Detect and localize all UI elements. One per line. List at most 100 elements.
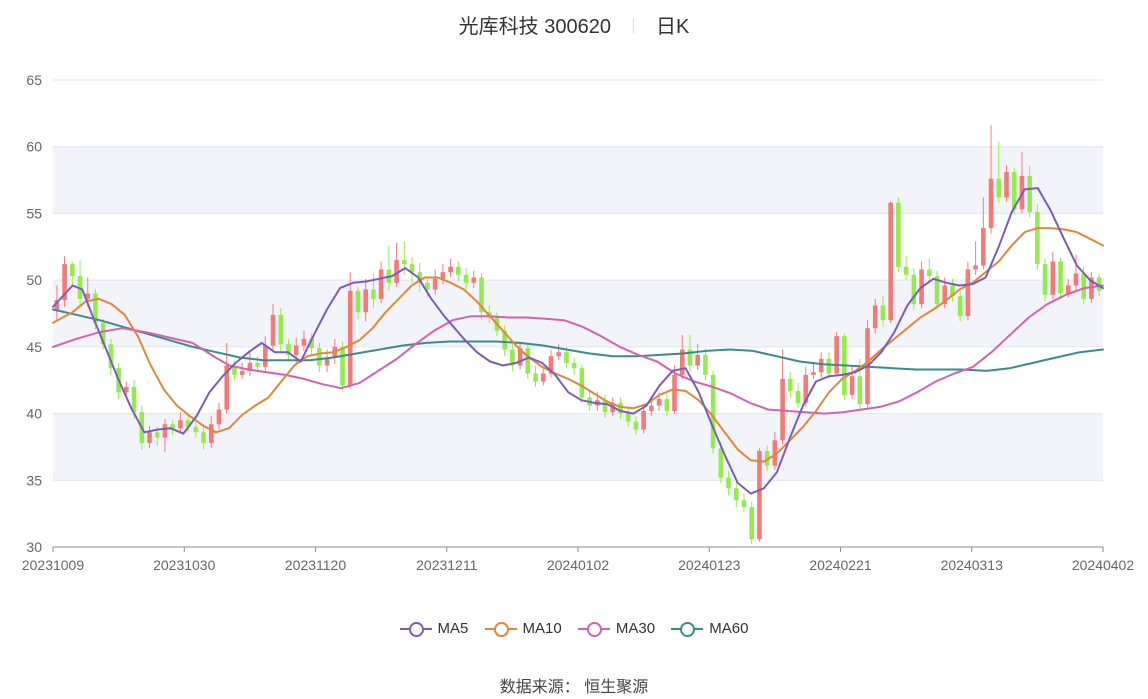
candle-body [1011,172,1017,210]
legend-item-ma5[interactable]: MA5 [399,620,469,637]
y-tick-label: 40 [26,406,42,422]
candle-body [571,362,577,369]
candle-body [926,269,932,277]
y-tick-label: 45 [26,339,42,355]
x-tick-label: 20231030 [153,557,216,573]
candle-body [911,274,917,305]
candle-body [849,376,855,395]
candle-body [903,266,909,275]
candle-body [347,290,353,386]
candle-body [1004,172,1009,198]
candle-body [247,362,253,371]
candle-body [649,405,654,411]
candle-body [726,477,731,489]
candle-body [672,374,677,411]
candle-body [471,277,477,283]
candle-body [54,300,60,310]
x-tick-label: 20240102 [547,557,610,573]
ma30-line [52,284,1104,415]
candle-body [872,305,878,329]
candle-body [270,314,276,346]
candle-body [703,354,708,375]
candle-body [409,264,415,273]
candle-body [525,348,531,374]
legend-ma5-icon-circle [408,621,424,637]
chart-title: 光库科技 300620 日K [0,10,1148,39]
candle-body [162,424,168,438]
stock-name: 光库科技 300620 [458,16,611,38]
candle-body [950,285,955,297]
candle-body [93,293,98,323]
x-tick-label: 20240221 [809,557,872,573]
candle-body [556,352,561,357]
candle-body [463,274,469,283]
candle-body [1089,277,1094,299]
title-separator [632,18,634,34]
legend-ma10-label: MA10 [522,620,562,637]
y-tick-label: 35 [26,472,42,488]
candle-body [718,448,724,478]
candle-body [679,349,685,375]
candle-body [880,305,886,321]
candle-body [741,500,747,507]
legend-item-ma10[interactable]: MA10 [484,620,562,637]
candle-body [957,296,963,317]
candle-body [239,370,245,375]
legend-item-ma60[interactable]: MA60 [671,620,748,637]
candle-body [1096,277,1102,291]
y-tick-label: 55 [26,205,42,221]
candle-body [942,285,948,305]
legend: MA5 MA10 MA30 MA60 [0,620,1148,640]
candle-body [818,358,824,373]
candle-body [579,368,585,398]
legend-ma60-icon [671,621,704,637]
x-tick-label: 20240402 [1072,557,1135,573]
candle-body [100,322,106,345]
candle-body [533,373,538,382]
candle-body [378,269,384,299]
ma10-line [52,227,1104,463]
legend-item-ma30[interactable]: MA30 [577,620,656,637]
candle-body [656,398,662,406]
candle-body [232,365,237,375]
candle-body [401,260,407,265]
y-tick-label: 65 [26,72,42,88]
period-label: 日K [655,16,690,38]
candle-body [108,344,114,369]
candle-body [749,506,755,539]
candle-body [625,413,631,422]
candle-body [564,352,569,363]
candle-body [425,282,430,290]
candle-body [857,376,863,405]
candle-body [208,424,214,443]
legend-ma30-label: MA30 [615,620,656,637]
candle-body [216,409,222,425]
kline-chart: 30 35 40 45 50 55 60 65 20231009 20231030 20231120… [22,72,1135,573]
legend-ma5-label: MA5 [437,620,469,637]
x-tick-label: 20240123 [678,557,741,573]
candle-body [1065,285,1071,294]
candle-body [502,330,507,350]
candle-body [1073,273,1079,286]
y-tick-label: 50 [26,272,42,288]
candle-body [772,440,778,466]
legend-ma60-label: MA60 [709,620,749,637]
candle-body [62,264,67,301]
candle-body [224,365,230,410]
candle-body [510,349,515,366]
candle-body [695,354,700,366]
candle-body [981,228,986,266]
candle-body [803,374,809,403]
candle-body [618,402,623,414]
candle-body [965,269,971,317]
candle-body [124,386,129,393]
candle-body [394,260,399,283]
legend-ma10-icon-circle [493,621,509,637]
candle-body [479,277,484,313]
candle-body [286,344,291,355]
candle-body [973,265,978,270]
x-tick-label: 20231009 [22,557,85,573]
candle-body [456,266,461,275]
candle-body [540,373,546,382]
candle-body [340,346,345,386]
